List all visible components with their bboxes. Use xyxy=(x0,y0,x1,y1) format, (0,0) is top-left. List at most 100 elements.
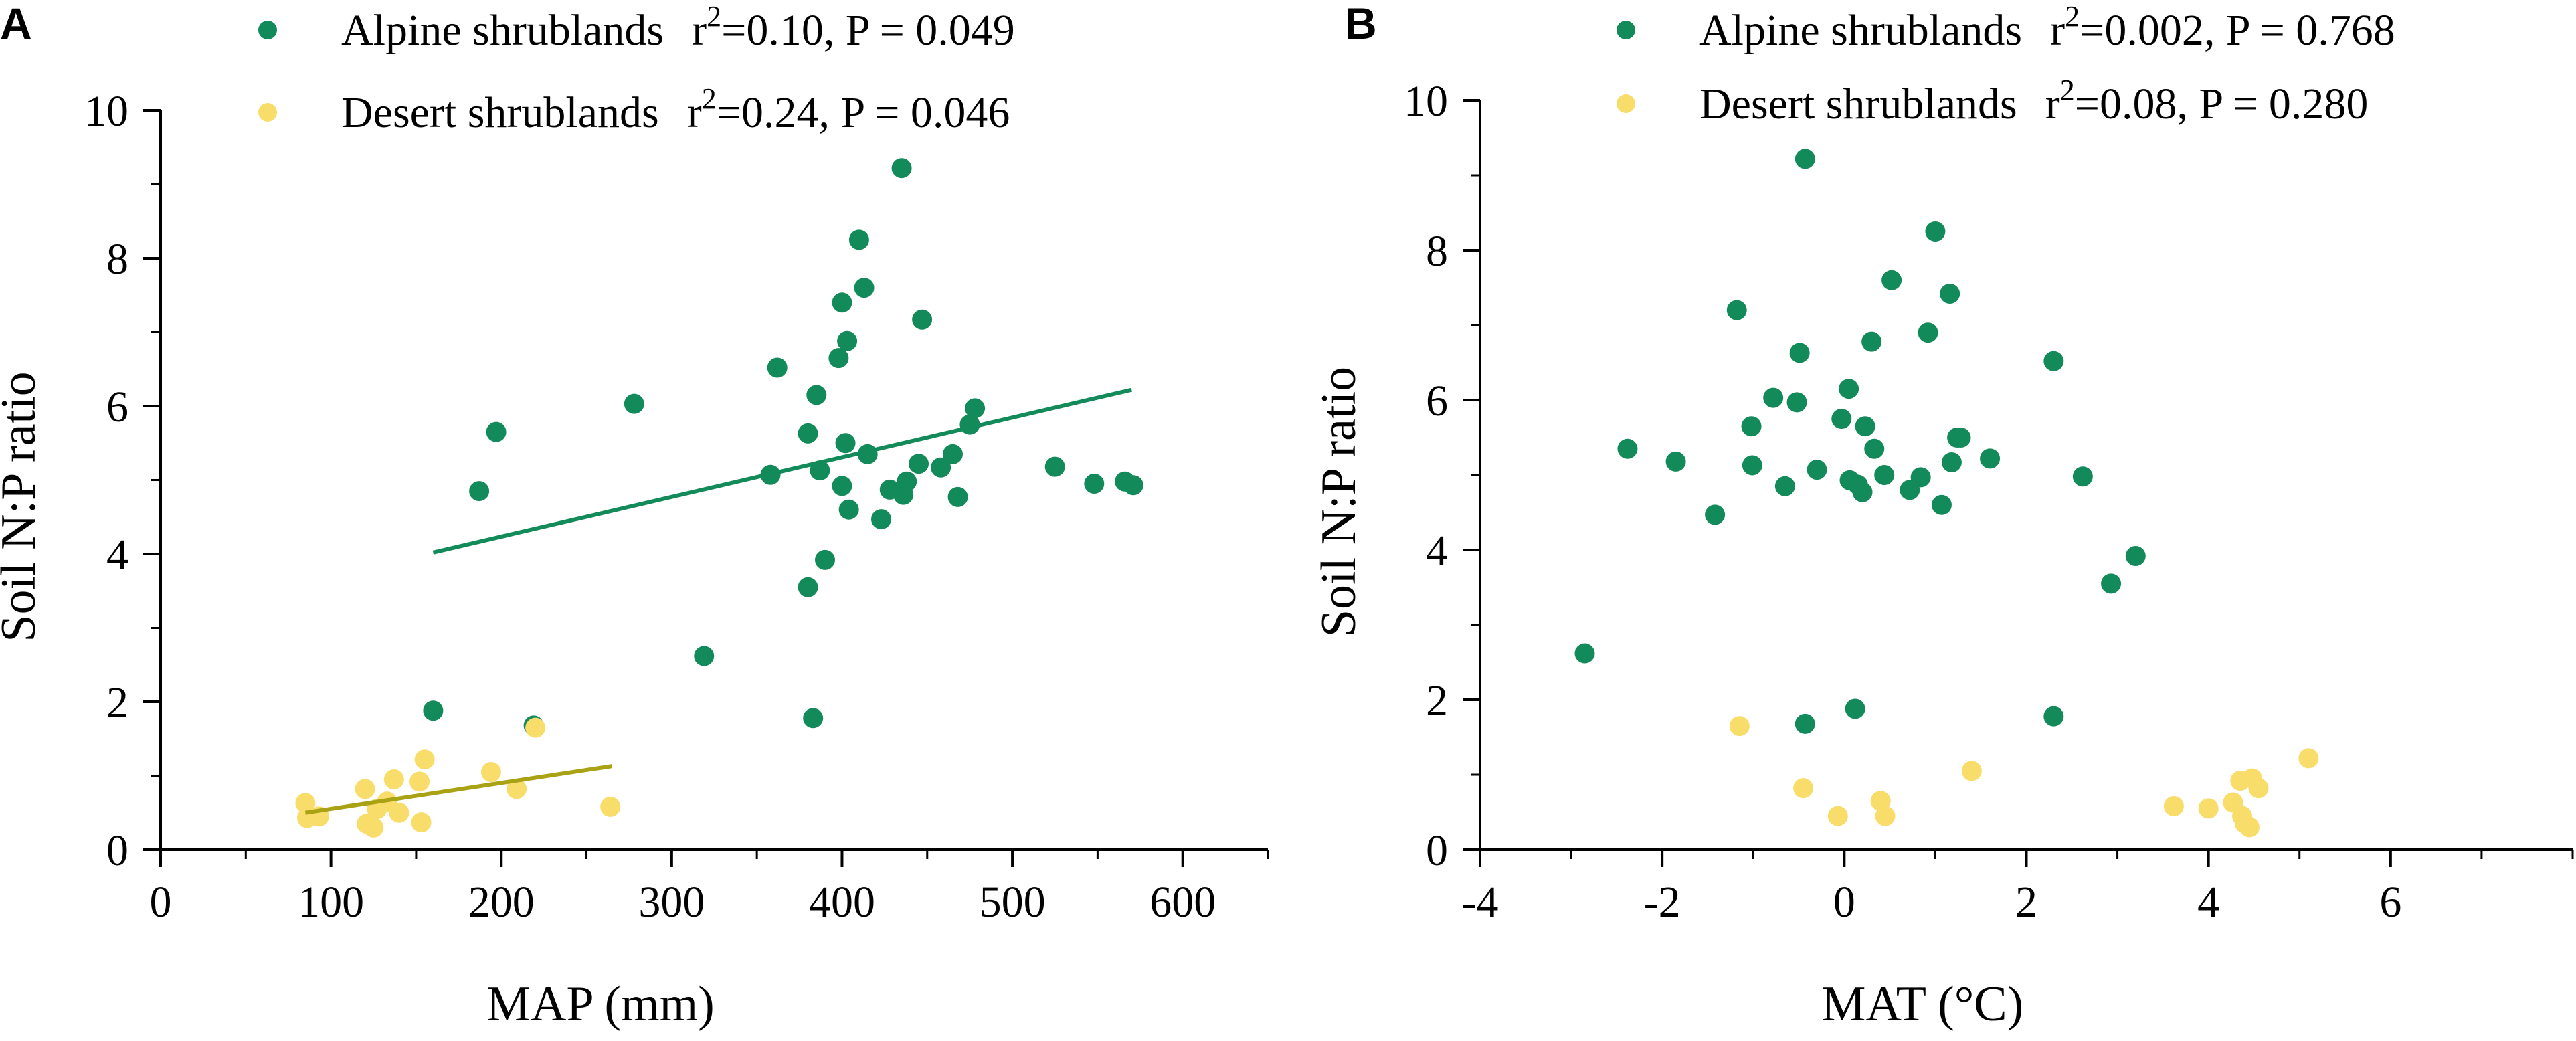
x-tick-label: 500 xyxy=(980,878,1046,927)
data-point xyxy=(1910,467,1931,488)
data-point xyxy=(355,779,375,799)
x-axis-label: MAP (mm) xyxy=(486,977,715,1032)
data-point xyxy=(1941,452,1962,472)
legend-name: Desert shrublands xyxy=(1699,80,2017,128)
x-tick-label: -4 xyxy=(1462,878,1499,927)
data-point xyxy=(1741,416,1762,437)
legend-stat-rest: =0.10, P = 0.049 xyxy=(721,6,1015,55)
data-point xyxy=(1789,343,1810,363)
data-point xyxy=(1918,322,1938,343)
data-point xyxy=(1665,451,1686,472)
legend-stat-exp: 2 xyxy=(707,0,721,33)
data-point xyxy=(1763,387,1784,408)
data-point xyxy=(1774,476,1795,496)
data-point xyxy=(1123,475,1143,496)
data-point xyxy=(2072,466,2093,487)
x-tick-label: 300 xyxy=(638,878,705,927)
data-point xyxy=(1574,643,1595,664)
y-tick-label: 2 xyxy=(106,678,128,727)
data-point xyxy=(947,486,968,507)
x-tick-label: 4 xyxy=(2197,878,2219,927)
data-point xyxy=(409,771,430,792)
data-point xyxy=(806,385,827,405)
data-point xyxy=(891,158,912,179)
data-point xyxy=(1925,221,1946,242)
data-point xyxy=(469,481,490,502)
data-point xyxy=(1742,455,1762,476)
data-point xyxy=(486,421,507,442)
data-point xyxy=(2101,573,2122,594)
x-tick-label: -2 xyxy=(1644,878,1681,927)
data-point xyxy=(1786,392,1807,413)
data-point xyxy=(1839,379,1859,399)
y-tick-label: 6 xyxy=(1426,377,1448,425)
data-point xyxy=(363,817,384,838)
y-tick-label: 4 xyxy=(106,531,128,579)
panel-label: A xyxy=(0,0,32,48)
legend-stat: r2=0.24, P = 0.046 xyxy=(687,82,1010,137)
data-point xyxy=(2043,706,2064,727)
data-point xyxy=(1831,409,1852,429)
data-point xyxy=(2043,351,2064,371)
legend-stat: r2=0.08, P = 0.280 xyxy=(2045,74,2369,128)
data-point xyxy=(803,708,824,729)
legend-marker xyxy=(1617,21,1635,39)
data-point xyxy=(1617,438,1638,459)
data-point xyxy=(1875,806,1896,826)
legend-stat-lead: r xyxy=(2045,80,2060,128)
y-tick-label: 8 xyxy=(1426,227,1448,276)
data-point xyxy=(767,357,788,378)
data-point xyxy=(1793,778,1814,799)
data-point xyxy=(1881,270,1902,290)
data-point xyxy=(815,549,835,570)
series-desert-shrublands xyxy=(1729,716,2319,838)
y-tick-label: 10 xyxy=(1404,77,1448,126)
data-point xyxy=(2125,545,2146,566)
x-tick-label: 6 xyxy=(2379,878,2401,927)
data-point xyxy=(1931,494,1952,515)
x-tick-label: 2 xyxy=(2015,878,2037,927)
data-point xyxy=(1795,713,1815,734)
data-point xyxy=(2239,817,2260,838)
data-point xyxy=(1044,456,1065,477)
data-point xyxy=(694,646,715,666)
x-axis-label: MAT (°C) xyxy=(1822,977,2024,1032)
data-point xyxy=(798,577,818,597)
legend-name: Alpine shrublands xyxy=(341,6,664,55)
y-tick-label: 6 xyxy=(106,383,128,432)
legend-stat-exp: 2 xyxy=(702,82,717,115)
data-point xyxy=(507,779,527,799)
data-point xyxy=(383,769,404,790)
data-point xyxy=(480,761,501,782)
y-axis-label: Soil N:P ratio xyxy=(1311,367,1366,637)
chart-panel-B: B -4 -2 0 2 4 6 0 2 4 6 8 10 MAT (°C) Soil N:P ratio Al… xyxy=(1311,0,2574,1032)
data-point xyxy=(1827,806,1848,826)
fit-line xyxy=(304,764,613,815)
y-tick-label: 4 xyxy=(1426,527,1448,575)
fit-line xyxy=(432,387,1132,555)
series-desert-shrublands xyxy=(295,717,621,838)
x-tick-label: 100 xyxy=(298,878,364,927)
legend-name: Desert shrublands xyxy=(341,88,659,137)
legend-stat-rest: =0.24, P = 0.046 xyxy=(717,88,1010,137)
data-point xyxy=(600,796,621,817)
data-point xyxy=(1940,283,1960,304)
data-point xyxy=(411,812,432,833)
data-point xyxy=(1726,300,1747,320)
data-point xyxy=(1855,416,1875,437)
data-point xyxy=(624,393,644,414)
series-alpine-shrublands xyxy=(1574,149,2146,734)
legend-stat-exp: 2 xyxy=(2065,0,2080,33)
data-point xyxy=(1729,716,1750,737)
series-alpine-shrublands xyxy=(423,158,1143,736)
data-point xyxy=(837,330,858,351)
legend-stat-lead: r xyxy=(2050,6,2065,55)
x-tick-label: 400 xyxy=(809,878,875,927)
data-point xyxy=(931,457,951,478)
y-tick-label: 0 xyxy=(1426,826,1448,875)
data-point xyxy=(1861,331,1882,352)
legend-marker xyxy=(258,103,277,122)
legend-stat-rest: =0.002, P = 0.768 xyxy=(2080,6,2395,55)
data-point xyxy=(1980,448,2001,469)
